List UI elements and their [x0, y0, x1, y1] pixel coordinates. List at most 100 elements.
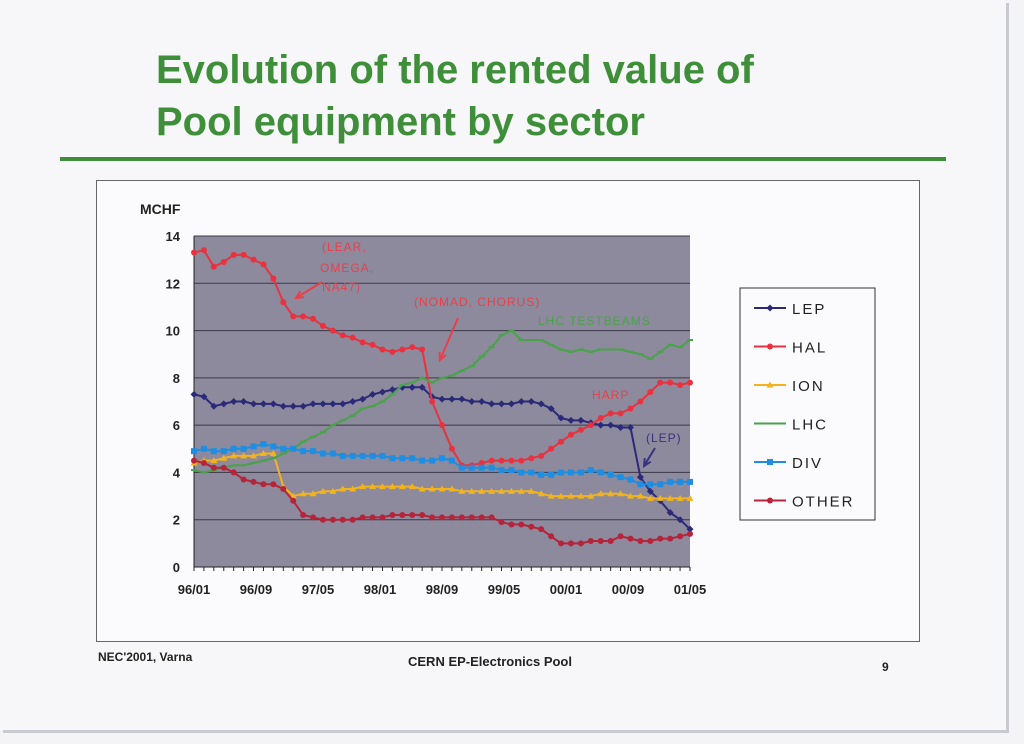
series-hal-point [210, 263, 217, 270]
series-hal-point [528, 455, 535, 462]
series-hal-point [518, 457, 525, 464]
x-tick-label: 97/05 [302, 582, 335, 597]
series-ion-point [498, 487, 506, 494]
series-div-point [240, 445, 247, 452]
series-other-point [677, 533, 684, 540]
series-ion-point [438, 485, 446, 492]
x-tick-label: 96/09 [240, 582, 273, 597]
series-hal-point [548, 445, 555, 452]
series-div-point [508, 467, 515, 474]
series-hal-point [587, 422, 594, 429]
series-lep-point [676, 516, 684, 524]
series-div-point [627, 476, 634, 483]
series-lhc-point [488, 346, 495, 349]
series-ion-point [517, 487, 525, 494]
series-other-point [349, 516, 356, 523]
series-ion-point [567, 492, 575, 499]
series-lep-point [240, 398, 248, 405]
series-hal-point [657, 379, 664, 386]
series-lhc-point [448, 374, 455, 377]
series-hal-point [677, 381, 684, 388]
series-div-point [448, 457, 455, 464]
series-other-point [329, 516, 336, 523]
series-div-point [558, 469, 565, 476]
series-ion-point [587, 492, 595, 499]
annotation-arrow [295, 281, 323, 299]
series-other-point [191, 457, 197, 464]
series-div-point [419, 457, 426, 464]
annotation-label: HARP [592, 388, 629, 402]
series-hal-point [558, 438, 565, 445]
series-other-point [558, 540, 565, 547]
series-ion-point [557, 492, 565, 499]
series-lep-point [537, 400, 545, 408]
series-ion-point [626, 492, 634, 499]
series-lep-point [319, 400, 327, 408]
series-ion-point [448, 485, 456, 492]
annotation-label: LHC TESTBEAMS [538, 314, 651, 328]
series-div-point [458, 464, 465, 471]
series-other-point [290, 497, 297, 504]
series-hal-point [220, 259, 227, 266]
series-hal-point [498, 457, 505, 464]
series-lep-point [190, 390, 198, 398]
legend-lhc-marker [767, 422, 773, 425]
series-div-point [607, 471, 614, 478]
series-lhc-point [419, 376, 426, 379]
x-tick-label: 96/01 [178, 582, 211, 597]
series-hal-point [399, 346, 406, 353]
series-lep-point [646, 487, 654, 495]
series-other-point [528, 523, 535, 530]
series-lep-point [408, 383, 416, 391]
series-lhc-point [528, 339, 535, 342]
y-axis-label: MCHF [140, 201, 181, 217]
legend-lep-label: LEP [792, 301, 826, 318]
series-hal-point [687, 379, 693, 386]
series-div-point [191, 448, 197, 455]
series-other-point [260, 481, 267, 488]
series-div-point [319, 450, 326, 457]
page-number: 9 [882, 660, 889, 674]
series-hal-point [508, 457, 515, 464]
series-lep-point [577, 416, 585, 424]
annotation-arrowhead [294, 290, 305, 300]
footer-organization: CERN EP-Electronics Pool [408, 654, 572, 669]
series-other-point [567, 540, 574, 547]
legend-other-marker [767, 497, 773, 504]
series-div-point [379, 452, 386, 459]
series-other-point [538, 526, 545, 533]
series-ion-point [289, 492, 297, 499]
series-div-point [657, 481, 664, 488]
series-lep-point [636, 473, 644, 481]
series-hal-point [191, 249, 197, 256]
series-other-point [280, 485, 287, 492]
series-other-point [607, 537, 614, 544]
series-lep-point [527, 398, 535, 405]
series-ion-point [676, 494, 684, 501]
series-other-point [458, 514, 465, 521]
series-lep-point [507, 400, 515, 408]
series-div-point [538, 471, 545, 478]
series-lep-point [200, 393, 208, 401]
series-ion-point [666, 494, 674, 501]
series-div-point [488, 464, 495, 471]
series-other-point [369, 514, 376, 521]
series-hal-point [607, 410, 614, 417]
series-hal-point [637, 398, 644, 405]
series-lhc-point [627, 350, 634, 353]
series-div-point [577, 469, 584, 476]
series-ion-point [309, 490, 317, 497]
series-ion-point [220, 454, 228, 461]
annotation-arrowhead [642, 457, 652, 468]
series-hal-point [310, 315, 317, 322]
series-ion-point [547, 492, 555, 499]
series-lep-point [279, 402, 287, 410]
line-chart: 0 2 4 6 8 10 12 14 96/01 96/09 97/05 98/01 98/09 99/0… [140, 201, 876, 597]
legend-div-label: DIV [792, 455, 823, 472]
x-tick-label: 99/05 [488, 582, 521, 597]
series-hal-point [329, 327, 336, 334]
slide: Evolution of the rented value of Pool eq… [60, 48, 946, 674]
legend-lhc-label: LHC [792, 417, 828, 434]
series-lep-point [567, 416, 575, 424]
series-lhc-point [260, 459, 267, 462]
